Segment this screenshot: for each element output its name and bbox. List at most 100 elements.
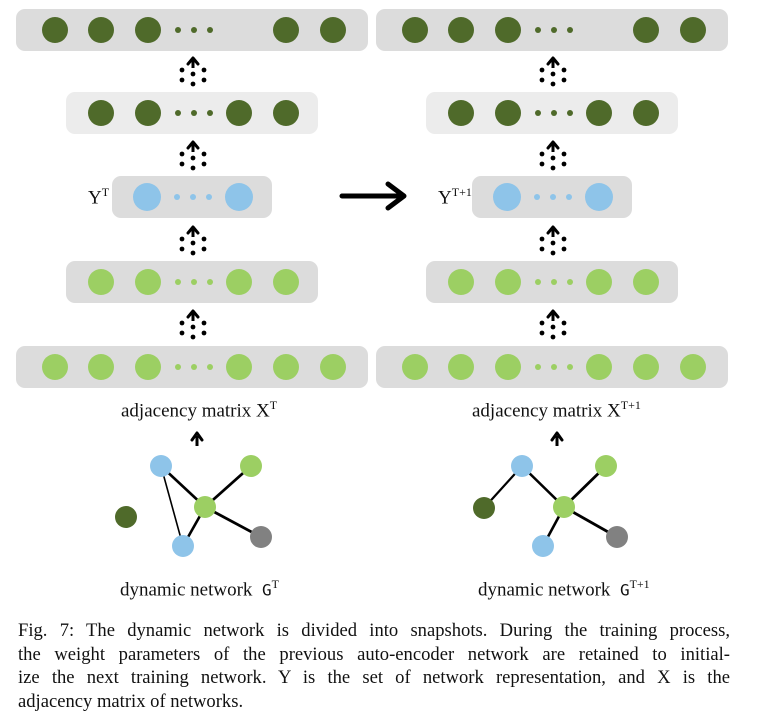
ellipsis-dot bbox=[551, 279, 557, 285]
connector-dot bbox=[539, 77, 545, 83]
neuron-node bbox=[448, 17, 474, 43]
neuron-node bbox=[448, 354, 474, 380]
connector-dot bbox=[561, 330, 567, 336]
ellipsis-dot bbox=[567, 27, 573, 33]
arrow-up-icon bbox=[546, 225, 560, 235]
ellipsis-dot bbox=[190, 194, 196, 200]
neuron-node bbox=[135, 100, 161, 126]
arrow-up-icon bbox=[550, 431, 564, 442]
graph-node bbox=[511, 455, 533, 477]
neuron-node bbox=[135, 354, 161, 380]
connector-dot bbox=[179, 320, 185, 326]
connector-dot bbox=[561, 236, 567, 242]
connector-dot bbox=[539, 320, 545, 326]
neuron-node bbox=[273, 17, 299, 43]
ellipsis-dot bbox=[567, 279, 573, 285]
connector-dot bbox=[561, 320, 567, 326]
input-arrow-icon bbox=[550, 431, 564, 446]
connector-dot bbox=[190, 165, 196, 171]
connector-dot bbox=[179, 246, 185, 252]
connector-dot bbox=[190, 334, 196, 340]
connector-dot bbox=[539, 151, 545, 157]
neuron-node bbox=[633, 269, 659, 295]
neuron-node bbox=[495, 354, 521, 380]
layer-connector-icon bbox=[539, 225, 567, 256]
neuron-node bbox=[495, 100, 521, 126]
ellipsis-dot bbox=[535, 364, 541, 370]
layer-connector-icon bbox=[539, 56, 567, 87]
layer-connector-icon bbox=[539, 309, 567, 340]
neuron-node bbox=[633, 354, 659, 380]
neuron-node bbox=[42, 17, 68, 43]
right-adjacency-label: adjacency matrix XT+1 bbox=[472, 398, 641, 422]
caption-line: Fig. 7: The dynamic network is divided i… bbox=[18, 620, 730, 641]
connector-dot bbox=[550, 240, 556, 246]
connector-dot bbox=[179, 236, 185, 242]
ellipsis-dot bbox=[191, 364, 197, 370]
connector-dot bbox=[179, 151, 185, 157]
ellipsis-dot bbox=[191, 27, 197, 33]
ellipsis-dot bbox=[535, 27, 541, 33]
neuron-node bbox=[320, 17, 346, 43]
neuron-node bbox=[226, 354, 252, 380]
neuron-node bbox=[495, 17, 521, 43]
graph-node bbox=[250, 526, 272, 548]
layer-connector-icon bbox=[179, 140, 207, 171]
neuron-node bbox=[226, 269, 252, 295]
ellipsis-dot bbox=[207, 279, 213, 285]
neuron-node bbox=[633, 100, 659, 126]
neuron-node bbox=[402, 17, 428, 43]
connector-dot bbox=[550, 324, 556, 330]
connector-dot bbox=[539, 246, 545, 252]
connector-dot bbox=[561, 67, 567, 73]
graph-edge bbox=[160, 465, 184, 547]
neuron-node bbox=[448, 269, 474, 295]
connector-dot bbox=[190, 155, 196, 161]
neuron-node bbox=[273, 354, 299, 380]
neuron-node bbox=[320, 354, 346, 380]
graph-node bbox=[595, 455, 617, 477]
connector-dot bbox=[539, 67, 545, 73]
layer-connector-icon bbox=[179, 225, 207, 256]
ellipsis-dot bbox=[191, 279, 197, 285]
left-network-label: dynamic network GT bbox=[120, 577, 279, 601]
connector-dot bbox=[201, 161, 207, 167]
connector-dot bbox=[550, 155, 556, 161]
arrow-up-icon bbox=[186, 140, 200, 150]
ellipsis-dot bbox=[535, 279, 541, 285]
ellipsis-dot bbox=[567, 364, 573, 370]
ellipsis-dot bbox=[534, 194, 540, 200]
autoencoder-diagram bbox=[16, 9, 728, 557]
connector-dot bbox=[561, 161, 567, 167]
ellipsis-dot bbox=[207, 27, 213, 33]
ellipsis-dot bbox=[535, 110, 541, 116]
transition-arrow bbox=[339, 181, 407, 211]
ellipsis-dot bbox=[206, 194, 212, 200]
ellipsis-dot bbox=[175, 110, 181, 116]
arrow-up-icon bbox=[190, 431, 204, 442]
arrow-up-icon bbox=[546, 140, 560, 150]
ellipsis-dot bbox=[551, 110, 557, 116]
neuron-node bbox=[586, 354, 612, 380]
ellipsis-dot bbox=[551, 27, 557, 33]
ellipsis-dot bbox=[175, 279, 181, 285]
right-network-label: dynamic network GT+1 bbox=[478, 577, 650, 601]
layer-connector-icon bbox=[179, 309, 207, 340]
connector-dot bbox=[190, 81, 196, 87]
neuron-node bbox=[42, 354, 68, 380]
neuron-node bbox=[585, 183, 613, 211]
left-network-graph bbox=[115, 455, 272, 557]
neuron-node bbox=[493, 183, 521, 211]
neuron-node bbox=[680, 354, 706, 380]
ellipsis-dot bbox=[191, 110, 197, 116]
connector-dot bbox=[201, 246, 207, 252]
ellipsis-dot bbox=[207, 110, 213, 116]
arrow-up-icon bbox=[186, 56, 200, 66]
arrow-up-icon bbox=[546, 56, 560, 66]
connector-dot bbox=[550, 81, 556, 87]
neuron-node bbox=[586, 100, 612, 126]
graph-node bbox=[473, 497, 495, 519]
connector-dot bbox=[539, 161, 545, 167]
ellipsis-dot bbox=[566, 194, 572, 200]
graph-node bbox=[172, 535, 194, 557]
